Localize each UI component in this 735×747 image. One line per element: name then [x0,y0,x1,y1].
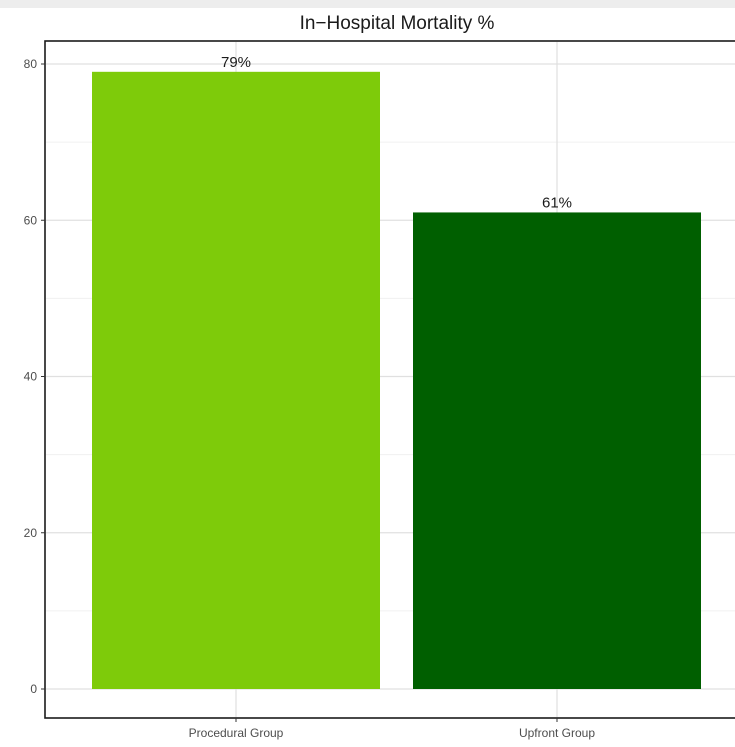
y-tick-label: 60 [24,213,38,227]
title-strip [0,0,735,8]
x-tick-label: Procedural Group [189,726,284,740]
bar [413,212,701,689]
y-tick-label: 20 [24,526,38,540]
chart-title: In−Hospital Mortality % [300,13,495,34]
x-tick-label: Upfront Group [519,726,595,740]
data-labels: 79% 61% [221,54,572,212]
y-axis-ticks: 0 20 40 60 80 [24,57,45,696]
data-label: 79% [221,54,251,71]
y-tick-label: 40 [24,370,38,384]
data-label: 61% [542,194,572,211]
bar [92,71,380,689]
y-tick-label: 80 [24,57,38,71]
y-tick-label: 0 [30,682,37,696]
x-axis-ticks: Procedural Group Upfront Group [189,718,595,740]
bars [92,71,701,689]
